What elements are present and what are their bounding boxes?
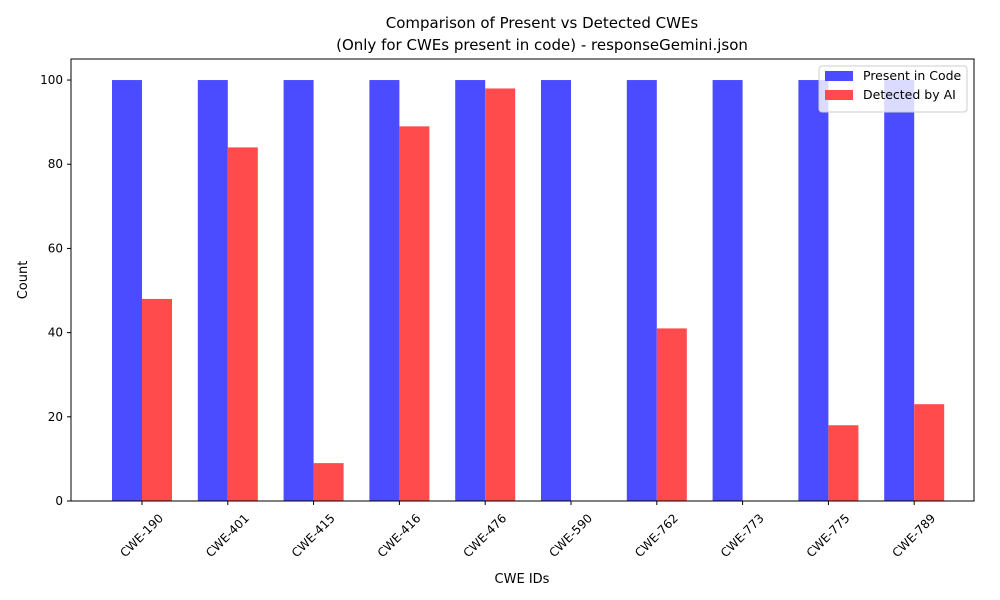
- y-tick-label: 40: [48, 326, 63, 340]
- bar-detected-cwe-775: [828, 425, 859, 501]
- chart-title: Comparison of Present vs Detected CWEs: [386, 14, 699, 32]
- bar-present-cwe-401: [197, 80, 228, 502]
- y-tick-label: 60: [48, 241, 63, 255]
- x-tick-label: CWE-590: [546, 511, 595, 560]
- legend-swatch: [825, 90, 853, 100]
- legend-label: Present in Code: [863, 68, 962, 83]
- bar-present-cwe-476: [455, 80, 486, 502]
- x-tick-label: CWE-773: [718, 511, 767, 560]
- legend-swatch: [825, 71, 853, 81]
- bar-present-cwe-762: [626, 80, 657, 502]
- x-tick-label: CWE-415: [289, 511, 338, 560]
- x-tick-label: CWE-476: [460, 511, 509, 560]
- bar-present-cwe-416: [369, 80, 400, 502]
- bar-detected-cwe-415: [313, 463, 344, 501]
- x-tick-label: CWE-416: [375, 511, 424, 560]
- bar-present-cwe-190: [112, 80, 142, 502]
- bar-detected-cwe-416: [399, 126, 430, 501]
- y-tick-label: 20: [48, 410, 63, 424]
- y-axis-label: Count: [16, 261, 31, 300]
- x-tick-label: CWE-401: [203, 511, 252, 560]
- legend-box: [818, 65, 968, 113]
- legend: Present in Code Detected by AI: [818, 65, 968, 113]
- bar-present-cwe-415: [283, 80, 314, 502]
- y-tick-label: 100: [40, 73, 63, 87]
- x-tick-label: CWE-789: [889, 511, 938, 560]
- bar-present-cwe-590: [541, 80, 571, 502]
- bar-detected-cwe-476: [485, 88, 516, 501]
- x-axis-label: CWE IDs: [495, 572, 550, 587]
- y-axis-ticks: 0 20 40 60 80 100: [40, 73, 71, 508]
- y-tick-label: 80: [48, 157, 63, 171]
- plot-frame: [70, 58, 975, 502]
- bar-detected-cwe-762: [656, 328, 687, 501]
- bar-present-cwe-789: [884, 80, 915, 502]
- legend-label: Detected by AI: [863, 87, 956, 102]
- x-tick-label: CWE-190: [117, 511, 166, 560]
- bar-detected-cwe-190: [142, 298, 172, 501]
- x-tick-label: CWE-775: [804, 511, 853, 560]
- x-tick-label: CWE-762: [632, 511, 681, 560]
- bar-present-cwe-775: [798, 80, 829, 502]
- bar-detected-cwe-789: [914, 404, 945, 501]
- bars-group: [112, 80, 945, 502]
- bar-detected-cwe-401: [227, 147, 258, 501]
- x-axis-ticks: CWE-190 CWE-401 CWE-415 CWE-416 CWE-476 CWE-5…: [117, 501, 938, 560]
- y-tick-label: 0: [55, 494, 63, 508]
- bar-present-cwe-773: [712, 80, 743, 502]
- chart-subtitle: (Only for CWEs present in code) - respon…: [336, 36, 748, 54]
